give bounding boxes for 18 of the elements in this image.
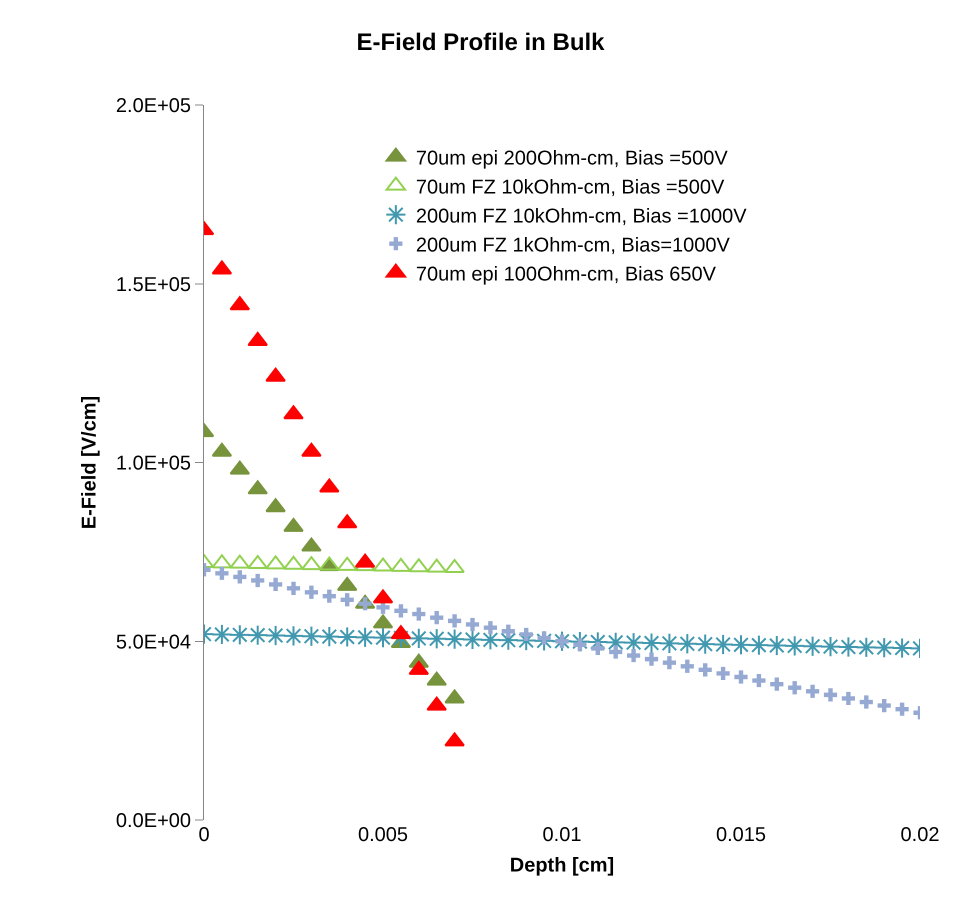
legend-label: 70um epi 200Ohm-cm, Bias =500V [416,147,728,170]
x-tick-label: 0 [198,824,210,846]
legend-label: 200um FZ 1kOhm-cm, Bias=1000V [416,234,731,256]
x-axis-title: Depth [cm] [510,854,614,876]
y-tick-label: 0.0E+00 [116,810,191,832]
y-tick-label: 5.0E+04 [116,631,191,654]
x-tick-label: 0.015 [716,824,766,846]
legend-label: 70um epi 100Ohm-cm, Bias 650V [416,263,717,286]
legend-label: 200um FZ 10kOhm-cm, Bias =1000V [416,205,748,228]
legend-label: 70um FZ 10kOhm-cm, Bias =500V [416,176,725,198]
y-tick-label: 1.5E+05 [116,274,191,296]
y-tick-label: 2.0E+05 [116,95,191,117]
chart-title: E-Field Profile in Bulk [356,28,606,56]
x-tick-label: 0.005 [358,824,408,846]
x-tick-label: 0.01 [542,824,582,846]
x-tick-label: 0.02 [900,824,940,846]
y-axis-title: E-Field [V/cm] [78,396,100,530]
y-tick-label: 1.0E+05 [116,452,191,474]
